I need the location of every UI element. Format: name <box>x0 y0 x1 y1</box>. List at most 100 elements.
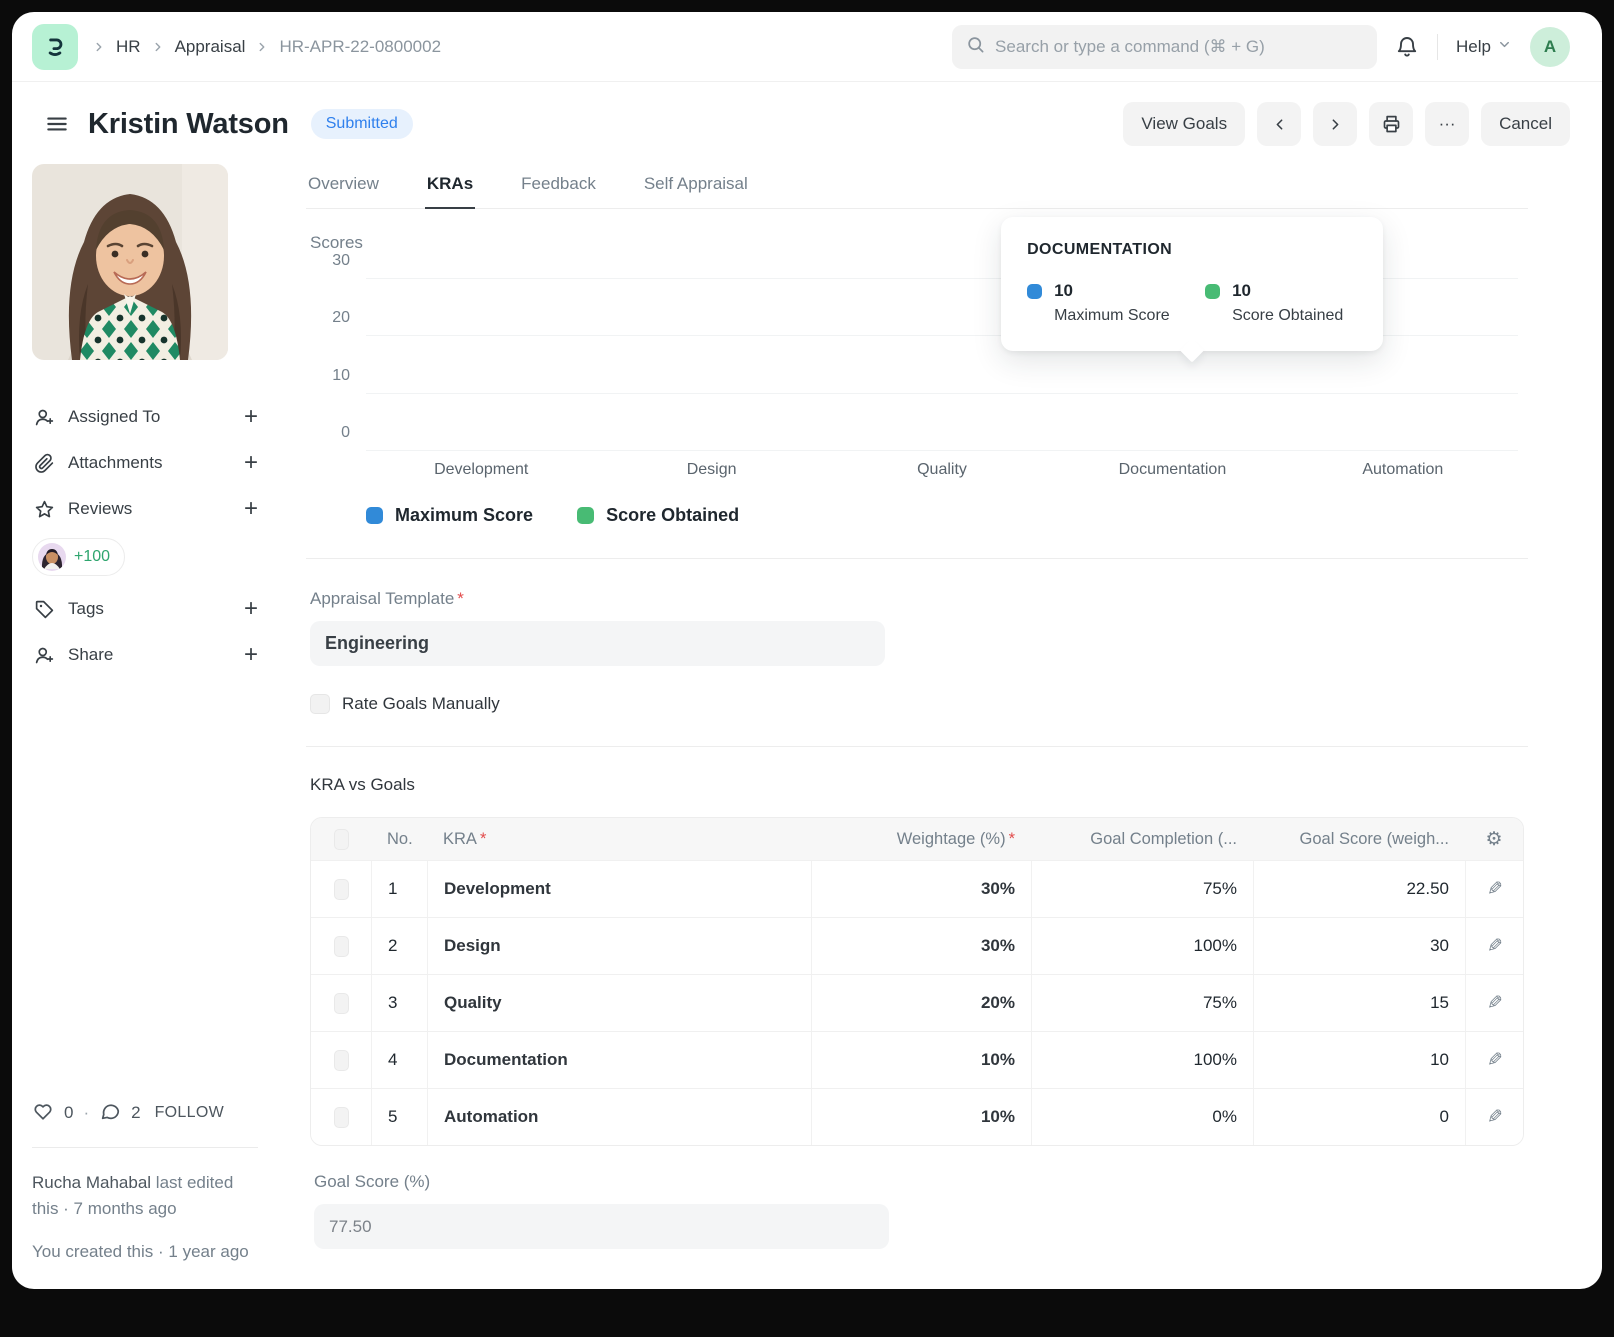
chart-x-label: Quality <box>917 461 967 478</box>
appraisal-template-field[interactable] <box>310 621 885 666</box>
rate-goals-checkbox[interactable] <box>310 694 330 714</box>
goal-score-label: Goal Score (%) <box>314 1172 431 1191</box>
app-logo-icon[interactable] <box>32 23 78 70</box>
legend-swatch-blue <box>366 507 383 524</box>
legend-swatch-green <box>577 507 595 524</box>
chart-gridline <box>366 335 1518 337</box>
sidebar-item-label: Reviews <box>68 499 133 518</box>
sidebar-item-reviews[interactable]: Reviews + <box>32 486 258 532</box>
print-button[interactable] <box>1369 102 1414 146</box>
sidebar-item-attachments[interactable]: Attachments + <box>32 440 258 486</box>
sidebar-toggle-icon[interactable] <box>44 111 70 137</box>
goal-score-field[interactable] <box>314 1204 889 1249</box>
global-search[interactable] <box>952 24 1378 69</box>
user-plus-icon <box>32 407 56 428</box>
row-kra: Design <box>427 918 811 974</box>
document-sidebar: Assigned To + Attachments + Reviews + <box>12 158 278 1289</box>
breadcrumb-appraisal[interactable]: Appraisal <box>174 36 246 56</box>
like-heart-icon[interactable] <box>32 1100 54 1127</box>
goal-score-wrap: Goal Score (%) <box>310 1146 1524 1279</box>
add-assigned-to-button[interactable]: + <box>243 403 258 430</box>
add-review-button[interactable]: + <box>243 495 258 522</box>
top-navbar: HR Appraisal HR-APR-22-0800002 <box>12 12 1602 82</box>
row-goal-completion: 100% <box>1031 1032 1253 1088</box>
help-menu[interactable]: Help <box>1456 37 1512 57</box>
search-input[interactable] <box>995 36 1364 57</box>
sidebar-item-label: Attachments <box>68 453 163 472</box>
column-no: No. <box>387 829 413 848</box>
edit-row-pencil-icon[interactable]: ✎ <box>1486 1049 1503 1071</box>
table-settings-gear-icon[interactable]: ⚙ <box>1485 828 1503 850</box>
row-checkbox[interactable] <box>333 1106 349 1128</box>
add-attachment-button[interactable]: + <box>243 449 258 476</box>
row-number: 3 <box>371 975 427 1031</box>
kra-table-body: 1 Development 30% 75% 22.50 ✎ 2 Design 3… <box>311 860 1523 1145</box>
navbar-divider <box>1437 33 1439 60</box>
chart-y-tick: 30 <box>332 252 350 269</box>
chart-x-label: Automation <box>1362 461 1444 478</box>
row-number: 5 <box>371 1089 427 1145</box>
select-all-checkbox[interactable] <box>333 828 349 850</box>
cancel-button[interactable]: Cancel <box>1481 102 1570 146</box>
row-weightage: 20% <box>811 975 1031 1031</box>
column-goal-score: Goal Score (weigh... <box>1299 829 1449 848</box>
tag-icon <box>32 599 56 620</box>
chart-y-tick: 0 <box>341 424 350 441</box>
rate-goals-manually-row[interactable]: Rate Goals Manually <box>310 694 1524 714</box>
notifications-bell-icon[interactable] <box>1395 35 1419 59</box>
sidebar-item-assigned-to[interactable]: Assigned To + <box>32 394 258 440</box>
tab-kras[interactable]: KRAs <box>424 158 476 209</box>
edit-row-pencil-icon[interactable]: ✎ <box>1486 992 1503 1014</box>
add-tag-button[interactable]: + <box>243 595 258 622</box>
sidebar-item-label: Assigned To <box>68 407 161 426</box>
table-row[interactable]: 3 Quality 20% 75% 15 ✎ <box>311 974 1523 1031</box>
sidebar-item-tags[interactable]: Tags + <box>32 586 258 632</box>
row-checkbox[interactable] <box>333 935 349 957</box>
row-kra: Automation <box>427 1089 811 1145</box>
user-avatar[interactable]: A <box>1530 26 1570 67</box>
required-marker: * <box>457 589 464 608</box>
breadcrumb-document-id[interactable]: HR-APR-22-0800002 <box>279 36 442 56</box>
breadcrumb-hr[interactable]: HR <box>116 36 141 56</box>
chart-y-tick: 10 <box>332 366 350 384</box>
chevron-right-icon <box>92 40 106 54</box>
chart-legend: Maximum Score Score Obtained <box>366 505 1524 526</box>
appraisal-template-section: Appraisal Template* Rate Goals Manually <box>306 559 1528 747</box>
previous-document-button[interactable] <box>1257 102 1302 146</box>
comment-bubble-icon[interactable] <box>99 1100 121 1127</box>
tab-overview[interactable]: Overview <box>306 158 381 208</box>
next-document-button[interactable] <box>1313 102 1358 146</box>
rate-goals-label[interactable]: Rate Goals Manually <box>342 694 500 713</box>
follow-button[interactable]: FOLLOW <box>154 1104 224 1122</box>
edit-row-pencil-icon[interactable]: ✎ <box>1486 878 1503 900</box>
more-actions-button[interactable]: ··· <box>1425 102 1470 146</box>
table-row[interactable]: 1 Development 30% 75% 22.50 ✎ <box>311 860 1523 917</box>
reviewers-avatar-group[interactable]: +100 <box>32 538 126 576</box>
table-row[interactable]: 2 Design 30% 100% 30 ✎ <box>311 917 1523 974</box>
share-button[interactable]: + <box>243 641 258 668</box>
row-goal-score: 15 <box>1253 975 1465 1031</box>
chart-gridline <box>366 450 1518 451</box>
sidebar-item-share[interactable]: Share + <box>32 632 258 678</box>
row-checkbox[interactable] <box>333 992 349 1014</box>
row-goal-score: 30 <box>1253 918 1465 974</box>
row-goal-score: 0 <box>1253 1089 1465 1145</box>
kra-table-header: No. KRA * Weightage (%) * Goal Completion … <box>311 818 1523 860</box>
table-row[interactable]: 4 Documentation 10% 100% 10 ✎ <box>311 1031 1523 1088</box>
row-checkbox[interactable] <box>333 1049 349 1071</box>
chart-plot[interactable]: 0 10 20 30 <box>332 252 1518 451</box>
main-content: Overview KRAs Feedback Self Appraisal Sc… <box>278 158 1602 1289</box>
table-row[interactable]: 5 Automation 10% 0% 0 ✎ <box>311 1088 1523 1145</box>
column-weightage: Weightage (%) * <box>896 829 1015 848</box>
row-checkbox[interactable] <box>333 878 349 900</box>
row-weightage: 30% <box>811 861 1031 917</box>
app-window: HR Appraisal HR-APR-22-0800002 <box>12 12 1602 1289</box>
last-edited-text: Rucha Mahabal last edited this · 7 month… <box>32 1172 234 1219</box>
sidebar-item-label: Tags <box>68 599 104 618</box>
tab-feedback[interactable]: Feedback <box>519 158 598 208</box>
edit-row-pencil-icon[interactable]: ✎ <box>1486 935 1503 957</box>
tab-self-appraisal[interactable]: Self Appraisal <box>642 158 750 208</box>
chart-y-tick: 20 <box>332 309 350 327</box>
view-goals-button[interactable]: View Goals <box>1123 102 1246 146</box>
edit-row-pencil-icon[interactable]: ✎ <box>1486 1106 1503 1128</box>
